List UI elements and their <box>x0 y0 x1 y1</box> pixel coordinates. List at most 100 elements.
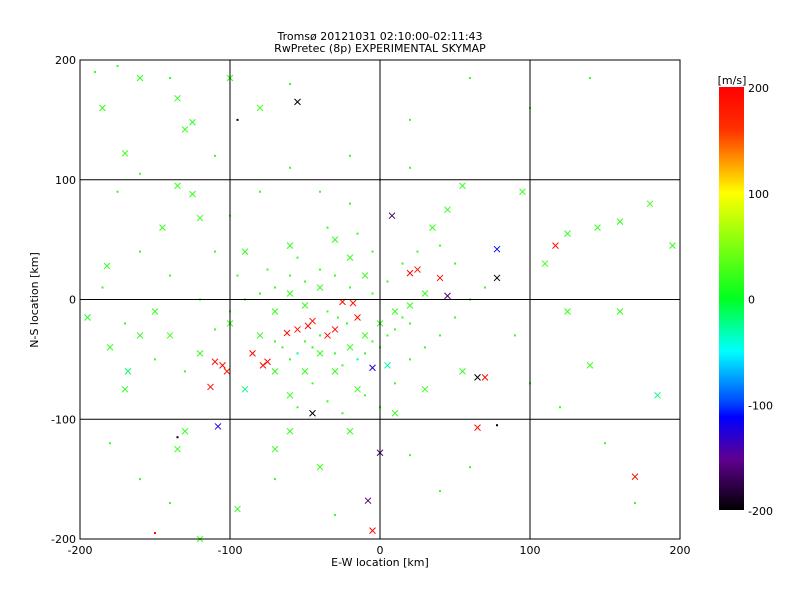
data-point-dot <box>289 166 291 169</box>
data-point-dot <box>334 274 336 277</box>
data-point-cross <box>159 224 166 232</box>
data-point-dot <box>101 286 104 289</box>
data-point-dot <box>356 358 359 361</box>
data-point-cross <box>364 497 372 505</box>
data-point-cross <box>309 317 316 325</box>
data-point-dot <box>401 316 404 319</box>
data-point-dot <box>169 502 171 505</box>
data-point-dot <box>154 358 156 361</box>
y-axis-label: N-S location [km] <box>28 252 41 348</box>
data-point-cross <box>256 104 264 112</box>
data-point-dot <box>454 262 456 265</box>
data-point-dot <box>296 352 299 355</box>
data-point-cross <box>84 314 91 321</box>
data-point-cross <box>459 182 466 190</box>
data-point-cross <box>669 242 676 249</box>
data-point-cross <box>189 190 196 198</box>
y-tick-label: 200 <box>55 54 76 67</box>
data-point-cross <box>196 214 204 222</box>
data-point-cross <box>406 269 414 277</box>
data-point-dot <box>469 466 471 469</box>
data-point-dot <box>409 454 411 457</box>
data-point-cross <box>136 332 144 339</box>
data-point-cross <box>331 236 339 243</box>
data-point-dot <box>236 274 239 277</box>
data-point-dot <box>236 118 239 121</box>
data-point-dot <box>266 268 269 271</box>
data-point-dot <box>394 328 396 331</box>
data-point-cross <box>369 364 376 372</box>
data-point-dot <box>349 202 351 205</box>
data-point-cross <box>421 385 429 393</box>
data-point-dot <box>469 76 471 79</box>
data-point-cross <box>241 248 249 255</box>
data-point-dot <box>334 514 336 517</box>
data-point-cross <box>294 98 301 106</box>
data-point-cross <box>421 290 429 297</box>
data-point-cross <box>354 385 361 393</box>
data-point-dot <box>289 358 291 361</box>
chart-title: Tromsø 20121031 02:10:00-02:11:43 <box>276 30 482 43</box>
data-point-dot <box>296 256 299 259</box>
data-point-cross <box>286 242 294 249</box>
axis-ticks: -200 -100 0 100 200 -200 -100 0 100 200 <box>51 54 690 557</box>
data-point-cross <box>271 445 279 453</box>
data-point-cross <box>301 302 309 309</box>
data-point-dot <box>371 292 374 295</box>
data-point-cross <box>223 367 231 375</box>
data-point-cross <box>414 266 421 273</box>
data-point-cross <box>331 367 339 375</box>
data-point-dot <box>326 400 329 403</box>
data-point-cross <box>331 326 339 333</box>
data-point-dot <box>296 406 299 409</box>
data-point-cross <box>309 409 316 417</box>
data-point-cross <box>249 350 256 357</box>
data-point-dot <box>341 364 344 367</box>
data-point-cross <box>196 350 204 357</box>
data-point-cross <box>391 409 399 417</box>
data-point-cross <box>106 344 114 351</box>
data-point-dot <box>289 82 291 85</box>
data-point-cross <box>121 385 129 393</box>
y-tick-label: 100 <box>55 174 76 187</box>
data-point-cross <box>346 344 354 351</box>
x-tick-label: -200 <box>68 544 93 557</box>
data-point-dot <box>184 370 186 373</box>
data-point-cross <box>346 427 354 435</box>
data-point-dot <box>386 334 389 337</box>
data-point-dot <box>386 280 389 283</box>
data-point-dot <box>409 358 411 361</box>
data-point-dot <box>634 502 636 505</box>
data-point-dot <box>94 70 96 73</box>
y-tick-label: -100 <box>51 413 76 426</box>
data-point-cross <box>519 188 526 196</box>
data-point-cross <box>207 383 214 391</box>
colorbar-tick-label: 200 <box>748 82 769 95</box>
data-point-cross <box>264 358 271 366</box>
data-point-cross <box>646 200 654 208</box>
data-point-dot <box>604 442 606 445</box>
data-point-cross <box>234 505 241 513</box>
data-point-dot <box>496 424 498 427</box>
data-point-cross <box>316 350 324 357</box>
data-point-cross <box>271 308 279 315</box>
data-point-cross <box>286 427 294 435</box>
data-point-dot <box>401 262 404 265</box>
data-point-cross <box>211 358 219 366</box>
data-point-cross <box>586 362 594 369</box>
data-point-dot <box>371 340 374 343</box>
data-point-cross <box>324 332 331 339</box>
data-point-cross <box>384 362 391 369</box>
plot-frame <box>79 59 681 540</box>
data-point-dot <box>139 250 141 253</box>
data-point-dot <box>337 316 339 319</box>
data-point-cross <box>493 274 501 282</box>
data-point-cross <box>124 367 132 375</box>
data-point-dot <box>109 442 111 445</box>
data-point-cross <box>493 245 501 253</box>
data-point-dot <box>139 478 141 481</box>
data-point-cross <box>316 463 324 471</box>
data-point-cross <box>136 74 144 82</box>
data-point-dot <box>416 250 419 253</box>
data-point-cross <box>564 308 571 315</box>
